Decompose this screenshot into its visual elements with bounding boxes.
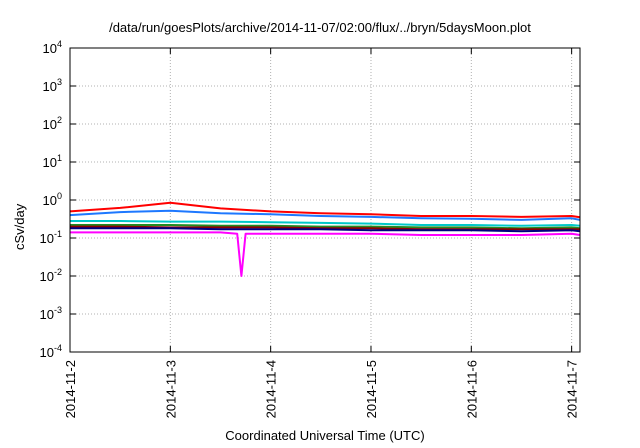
series-group [69, 201, 581, 277]
x-tick-label: 2014-11-7 [565, 360, 580, 418]
grid-lines [69, 48, 580, 352]
series-line-5 [70, 225, 580, 231]
x-axis: 2014-11-2 2014-11-3 2014-11-4 2014-11-5 2014… [63, 48, 580, 418]
x-tick-label: 2014-11-3 [163, 360, 178, 418]
y-axis-label: cSv/day [12, 203, 27, 250]
y-tick-label: 10-2 [40, 267, 62, 284]
x-tick-label: 2014-11-5 [364, 360, 379, 418]
y-tick-label: 101 [43, 153, 62, 170]
y-tick-label: 103 [43, 77, 62, 94]
series-line-4 [70, 224, 581, 230]
chart-title: /data/run/goesPlots/archive/2014-11-07/0… [109, 20, 531, 35]
x-tick-label: 2014-11-6 [464, 360, 479, 418]
series-line-6 [70, 227, 581, 233]
y-tick-label: 104 [43, 39, 62, 56]
y-tick-label: 102 [43, 115, 62, 132]
y-tick-label: 100 [43, 191, 62, 208]
y-axis: 10-4 10-3 10-2 10-1 100 101 102 103 104 [40, 39, 580, 360]
y-tick-label: 10-4 [40, 343, 62, 360]
x-axis-label: Coordinated Universal Time (UTC) [225, 428, 425, 443]
x-tick-label: 2014-11-4 [264, 360, 279, 418]
series-line-1 [69, 201, 581, 219]
x-tick-label: 2014-11-2 [63, 360, 78, 418]
series-line-3 [70, 220, 581, 227]
y-tick-label: 10-1 [40, 229, 62, 246]
y-tick-label: 10-3 [40, 305, 62, 322]
series-line-2 [69, 209, 581, 221]
series-line-7 [70, 231, 581, 277]
